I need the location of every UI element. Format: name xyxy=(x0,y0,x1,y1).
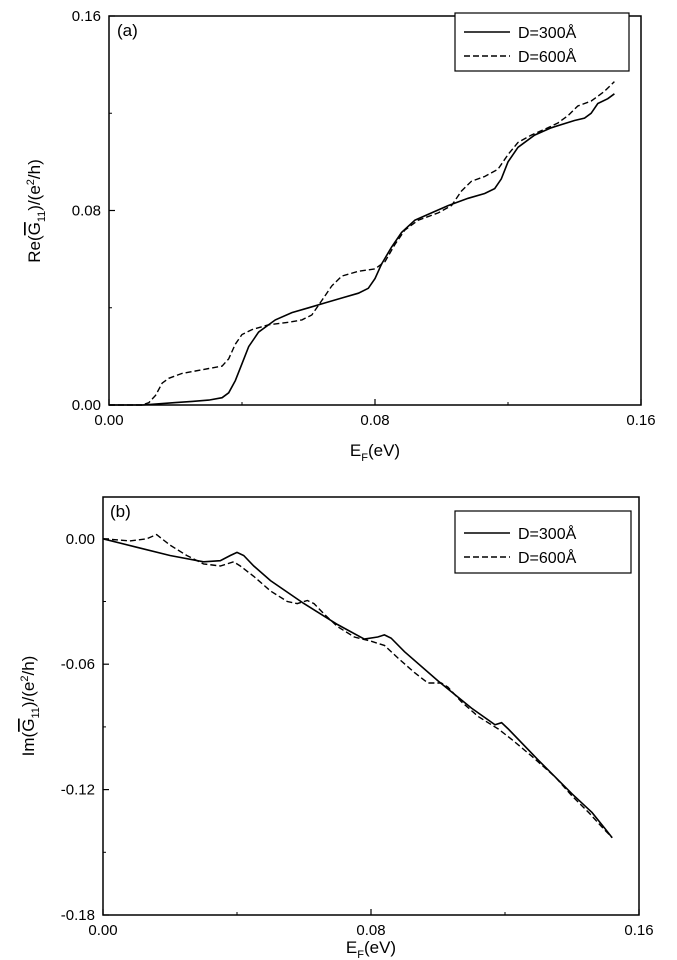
panel-b-series-d300-line xyxy=(102,538,613,839)
panel-b-y-axis-label: Im(G11)/(e2/h) xyxy=(19,656,42,757)
panel-a-x-tick-label-0: 0.00 xyxy=(94,412,123,429)
panel-a-x-tick-label-2: 0.16 xyxy=(626,412,655,429)
panel-b-legend-box xyxy=(454,510,632,574)
panel-a-y-axis-label: Re(G11)/(e2/h) xyxy=(25,159,48,263)
panel-a-y-tick-label-0: 0.00 xyxy=(72,397,101,414)
panel-b-x-axis-label: EF(eV) xyxy=(346,938,396,960)
panel-b-label: (b) xyxy=(110,502,131,521)
panel-a-y-tick-label-1: 0.08 xyxy=(72,203,101,220)
panel-b-x-tick-label-1: 0.08 xyxy=(356,922,385,939)
panel-b-y-tick-label-2: -0.12 xyxy=(61,782,95,799)
panel-b-ticks: 0.00 0.08 0.16 0.00 -0.06 -0.12 -0.18 xyxy=(61,531,654,939)
panel-b-legend-label-d600: D=600Å xyxy=(518,548,577,567)
panel-a-legend-label-d300: D=300Å xyxy=(518,23,577,42)
panel-b-x-tick-label-2: 0.16 xyxy=(624,922,653,939)
panel-a-re-g11: 0.00 0.08 0.16 0.00 0.08 0.16 (a) D=300Å D=60… xyxy=(25,8,656,464)
panel-a-y-tick-label-2: 0.16 xyxy=(72,8,101,25)
panel-b-legend: D=300Å D=600Å xyxy=(454,510,632,574)
panel-a-label: (a) xyxy=(117,21,138,40)
panel-a-series-d300-line xyxy=(109,93,615,406)
panel-b-series-d600-line xyxy=(102,533,613,839)
panel-b-y-tick-label-0: 0.00 xyxy=(66,531,95,548)
panel-b-im-g11: 0.00 0.08 0.16 0.00 -0.06 -0.12 -0.18 (b) D=30… xyxy=(19,496,654,960)
panel-a-legend-box xyxy=(454,12,630,72)
panel-a-series-d600-line xyxy=(109,81,615,406)
panel-b-y-tick-label-1: -0.06 xyxy=(61,656,95,673)
panel-a-legend-label-d600: D=600Å xyxy=(518,47,577,66)
panel-a-legend: D=300Å D=600Å xyxy=(454,12,630,72)
panel-a-x-tick-label-1: 0.08 xyxy=(360,412,389,429)
panel-b-x-tick-label-0: 0.00 xyxy=(88,922,117,939)
panel-b-legend-label-d300: D=300Å xyxy=(518,524,577,543)
panel-a-plot-frame xyxy=(108,15,642,406)
panel-a-ticks: 0.00 0.08 0.16 0.00 0.08 0.16 xyxy=(72,8,656,429)
panel-a-x-axis-label: EF(eV) xyxy=(350,441,400,464)
panel-b-y-tick-label-3: -0.18 xyxy=(61,907,95,924)
